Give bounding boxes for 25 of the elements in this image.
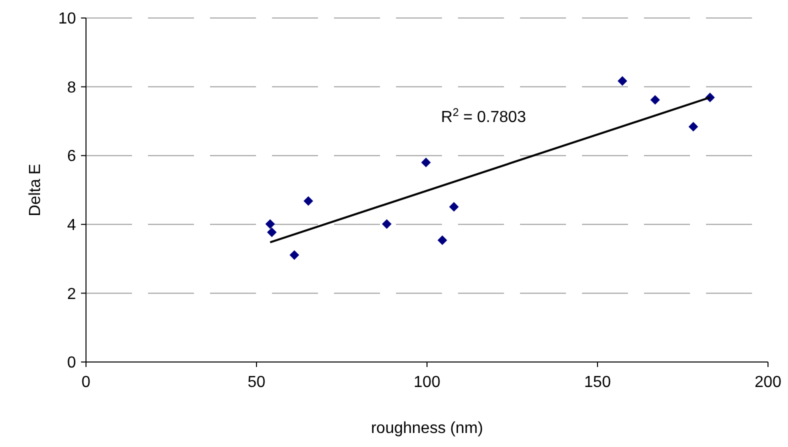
point <box>267 228 277 238</box>
x-axis-title: roughness (nm) <box>370 420 484 437</box>
y-tick-label: 4 <box>67 217 76 234</box>
y-tick-label: 8 <box>67 79 76 96</box>
y-axis-title: Delta E <box>27 164 44 216</box>
point <box>650 95 660 105</box>
y-tick-label: 0 <box>67 354 76 372</box>
point <box>449 202 459 212</box>
point <box>304 196 314 206</box>
y-tick-label: 6 <box>67 148 76 166</box>
point <box>382 219 392 229</box>
y-tick-label: 10 <box>58 10 76 28</box>
point <box>618 76 628 86</box>
y-tick-label: 2 <box>67 286 76 303</box>
annotation: R$^{2}$ = 0.7803 <box>441 107 526 126</box>
point <box>438 235 448 246</box>
x-tick-label: 150 <box>584 374 611 391</box>
point <box>688 122 698 132</box>
point <box>421 158 431 168</box>
x-tick-label: 200 <box>754 374 782 391</box>
x-tick-label: 100 <box>414 374 440 391</box>
point <box>290 250 300 260</box>
point <box>265 219 275 229</box>
x-tick-label: 50 <box>248 374 266 391</box>
x-tick-label: 0 <box>82 374 91 391</box>
